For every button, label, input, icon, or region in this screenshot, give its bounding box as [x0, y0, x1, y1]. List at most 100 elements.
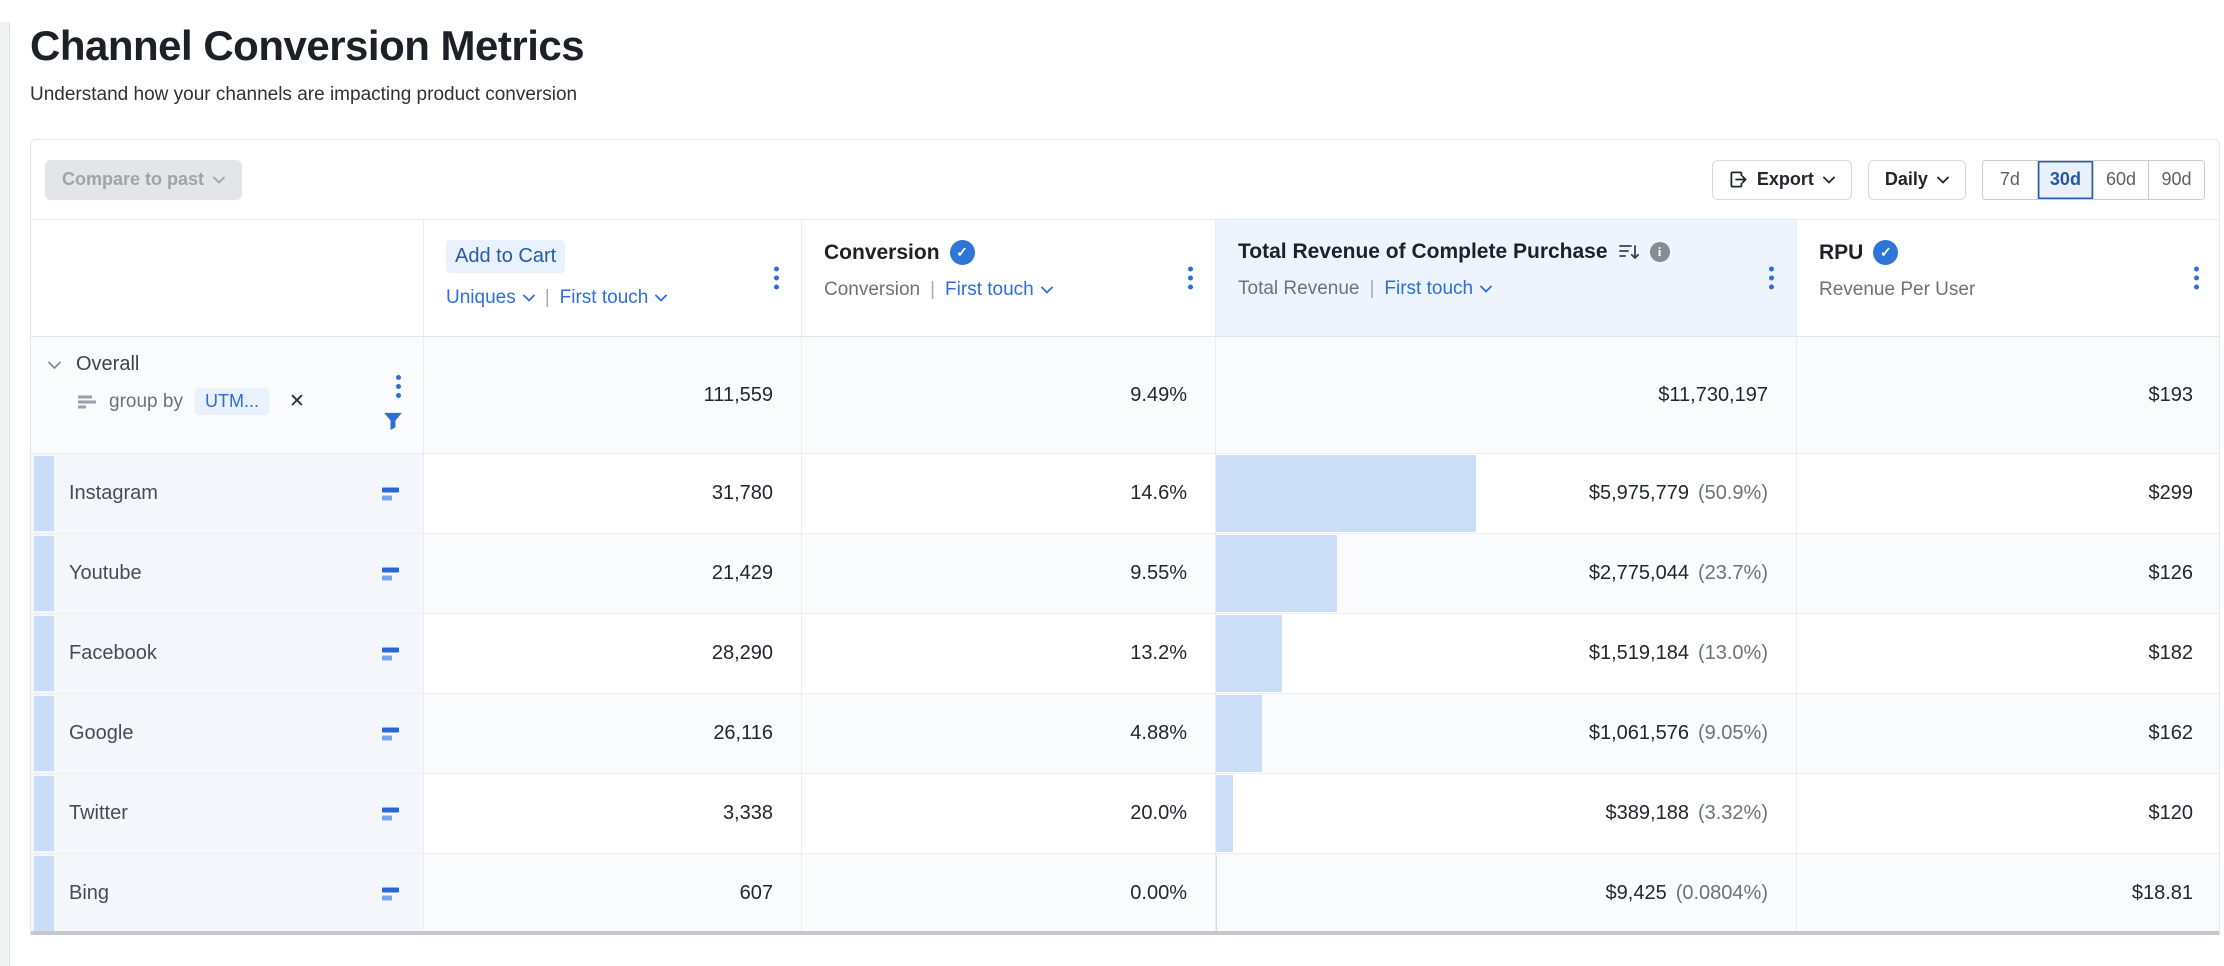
row-color-stripe	[34, 856, 54, 932]
column-header-rpu: RPU ✓ Revenue Per User	[1797, 220, 2219, 338]
conversion-value: 14.6%	[802, 454, 1216, 535]
collapse-chevron-icon[interactable]	[47, 360, 62, 370]
conversion-title: Conversion	[824, 240, 940, 264]
mini-bar-chart-icon[interactable]	[382, 567, 399, 581]
export-label: Export	[1756, 169, 1814, 190]
attribution-dropdown[interactable]: First touch	[945, 279, 1053, 301]
add-to-cart-title[interactable]: Add to Cart	[446, 240, 566, 274]
revenue-value: $1,061,576	[1588, 722, 1689, 745]
revenue-cell: $9,425 (0.0804%)	[1216, 854, 1797, 935]
revenue-value: $1,519,184	[1588, 642, 1689, 665]
row-label-header-cell	[31, 220, 424, 338]
table-row: Youtube 21,429 9.55% $2,775,044 (23.7%) $…	[31, 534, 2219, 615]
uniques-dropdown[interactable]: Uniques	[446, 287, 535, 309]
add-to-cart-value: 3,338	[424, 774, 802, 855]
attribution-dropdown[interactable]: First touch	[1384, 278, 1493, 300]
metrics-panel: Compare to past Export Daily	[30, 139, 2220, 936]
table-row: Twitter 3,338 20.0% $389,188 (3.32%) $120	[31, 774, 2219, 855]
add-to-cart-value: 26,116	[424, 694, 802, 775]
first-touch-label: First touch	[559, 287, 649, 309]
mini-bar-chart-icon[interactable]	[382, 807, 399, 821]
overall-conversion-value: 9.49%	[802, 337, 1216, 455]
remove-group-by-icon[interactable]: ✕	[288, 391, 305, 413]
rpu-value: $126	[1797, 534, 2219, 615]
mini-bar-chart-icon[interactable]	[382, 487, 399, 501]
compare-to-past-label: Compare to past	[62, 169, 205, 190]
rpu-value: $18.81	[1797, 854, 2219, 935]
row-color-stripe	[34, 696, 54, 772]
panel-toolbar: Compare to past Export Daily	[31, 140, 2219, 221]
table-row: Google 26,116 4.88% $1,061,576 (9.05%) $1…	[31, 694, 2219, 775]
interval-dropdown[interactable]: Daily	[1867, 159, 1966, 200]
overall-revenue-value: $11,730,197	[1216, 337, 1797, 455]
revenue-value: $2,775,044	[1588, 562, 1689, 585]
conversion-value: 0.00%	[802, 854, 1216, 935]
attribution-dropdown[interactable]: First touch	[560, 287, 668, 309]
range-90d[interactable]: 90d	[2149, 160, 2204, 199]
verified-badge-icon: ✓	[1873, 240, 1899, 266]
group-by-label: group by	[109, 390, 183, 412]
revenue-bar	[1216, 535, 1338, 613]
column-menu-icon[interactable]	[2190, 263, 2203, 294]
mini-bar-chart-icon[interactable]	[382, 887, 399, 901]
first-touch-label: First touch	[945, 279, 1034, 301]
overall-menu-icon[interactable]	[392, 371, 405, 402]
window-edge-gutter	[0, 22, 10, 966]
channel-name: Bing	[69, 882, 110, 905]
total-revenue-title: Total Revenue of Complete Purchase	[1238, 240, 1608, 264]
add-to-cart-value: 31,780	[424, 454, 802, 535]
export-icon	[1730, 171, 1747, 188]
revenue-percent: (3.32%)	[1697, 802, 1768, 825]
row-color-stripe	[34, 536, 54, 612]
mini-bar-chart-icon[interactable]	[382, 647, 399, 661]
mini-bar-chart-icon[interactable]	[382, 727, 399, 741]
column-menu-icon[interactable]	[1184, 263, 1197, 294]
range-7d[interactable]: 7d	[1982, 160, 2038, 199]
group-by-value-chip[interactable]: UTM...	[194, 388, 269, 416]
chevron-down-icon	[213, 176, 225, 184]
separator: |	[544, 287, 550, 309]
revenue-bar	[1216, 695, 1263, 773]
export-button[interactable]: Export	[1711, 159, 1852, 200]
rpu-value: $162	[1797, 694, 2219, 775]
conversion-value: 4.88%	[802, 694, 1216, 775]
revenue-bar	[1216, 455, 1477, 533]
overall-label: Overall	[76, 353, 140, 376]
revenue-value: $9,425	[1605, 882, 1667, 905]
channel-name: Twitter	[69, 802, 128, 825]
separator: |	[1369, 278, 1375, 300]
compare-to-past-button[interactable]: Compare to past	[45, 159, 243, 200]
table-row: Facebook 28,290 13.2% $1,519,184 (13.0%) …	[31, 614, 2219, 695]
add-to-cart-value: 607	[424, 854, 802, 935]
page-title: Channel Conversion Metrics	[30, 22, 585, 69]
conversion-value: 20.0%	[802, 774, 1216, 855]
chevron-down-icon	[1480, 285, 1493, 294]
channel-name: Facebook	[69, 642, 157, 665]
revenue-percent: (0.0804%)	[1675, 882, 1768, 905]
revenue-cell: $1,519,184 (13.0%)	[1216, 614, 1797, 695]
table-row: Bing 607 0.00% $9,425 (0.0804%) $18.81	[31, 854, 2219, 935]
info-icon[interactable]: i	[1649, 242, 1670, 263]
sort-descending-icon[interactable]	[1618, 242, 1640, 262]
conversion-metric-label: Conversion	[824, 279, 921, 301]
range-30d[interactable]: 30d	[2037, 160, 2094, 199]
range-60d[interactable]: 60d	[2093, 160, 2149, 199]
chevron-down-icon	[1937, 176, 1949, 184]
filter-funnel-icon[interactable]	[383, 411, 403, 431]
chevron-down-icon	[522, 294, 535, 303]
column-menu-icon[interactable]	[1765, 263, 1778, 294]
channel-label-cell: Instagram	[31, 454, 424, 535]
channel-label-cell: Youtube	[31, 534, 424, 615]
uniques-label: Uniques	[446, 287, 516, 309]
interval-label: Daily	[1884, 169, 1928, 190]
revenue-value: $5,975,779	[1588, 482, 1689, 505]
column-header-total-revenue: Total Revenue of Complete Purchase i Tot…	[1216, 220, 1797, 338]
rpu-value: $182	[1797, 614, 2219, 695]
channel-label-cell: Facebook	[31, 614, 424, 695]
column-menu-icon[interactable]	[770, 263, 783, 294]
horizontal-scrollbar[interactable]	[31, 931, 2219, 936]
verified-badge-icon: ✓	[949, 240, 975, 266]
group-by-grip-icon[interactable]	[77, 394, 97, 410]
revenue-cell: $1,061,576 (9.05%)	[1216, 694, 1797, 775]
metrics-table: Add to Cart Uniques | First touch	[31, 220, 2219, 338]
